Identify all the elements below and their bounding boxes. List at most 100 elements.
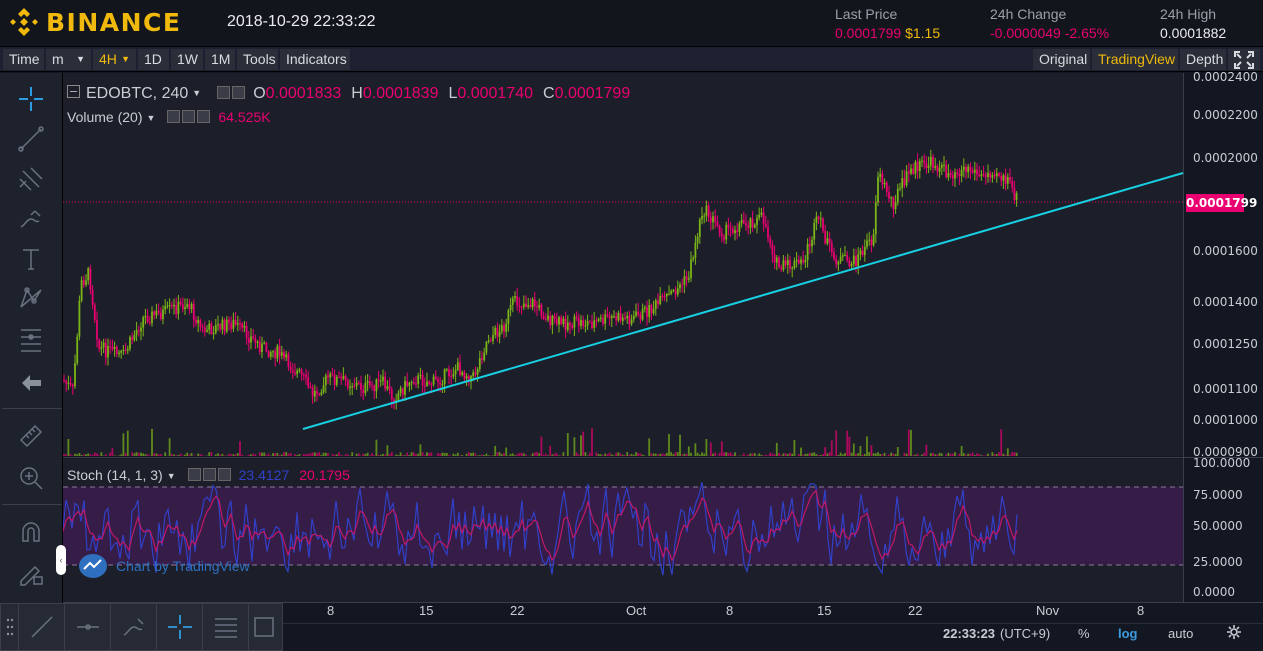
volume-bar [817,454,820,456]
volume-bar [142,453,145,456]
stoch-label[interactable]: Stoch (14, 1, 3) [67,467,163,483]
stat-label: 24h Change [990,6,1067,22]
gear-icon[interactable] [182,110,196,123]
volume-bar [511,453,514,456]
volume-bar [826,453,829,456]
volume-bar [725,452,728,456]
volume-bar [287,453,290,456]
candle-body [1002,175,1005,181]
candle-body [320,392,323,395]
volume-bar [276,452,279,456]
volume-bar [850,452,853,456]
volume-bar [283,452,285,456]
pattern-icon [20,287,42,308]
volume-label[interactable]: Volume (20) [67,109,143,125]
volume-bar [210,452,213,456]
candle-body [397,392,400,401]
candle-body [263,342,266,344]
interval-1d-button[interactable]: 1D [138,49,169,70]
stoch-dropdown-icon[interactable]: ▼ [166,471,176,481]
volume-bar [307,453,310,456]
magnet-tool[interactable] [0,513,62,553]
horizontal-line-quick-tool[interactable] [66,604,111,650]
close-icon[interactable] [217,468,231,481]
volume-bar [635,452,637,456]
candle-body [540,304,543,316]
time-button[interactable]: Time [3,49,44,70]
candle-body [177,301,180,314]
candle-body [234,319,237,325]
panel-collapse-handle[interactable]: ‹ [56,545,66,575]
candle-body [331,373,334,375]
volume-bar [412,452,415,456]
symbol-label[interactable]: EDOBTC, 240 [86,85,189,102]
original-view-button[interactable]: Original [1033,49,1090,70]
volume-bar [135,452,138,456]
fib-quick-tool[interactable] [204,604,249,650]
volume-bar [945,454,948,456]
candle-body [192,303,195,320]
date-axis-label: 8 [327,603,335,618]
brush-tool[interactable] [0,199,62,239]
chart-canvas[interactable] [63,73,1263,603]
rectangle-quick-tool[interactable] [241,604,286,650]
chart-settings-button[interactable] [1226,624,1242,643]
minute-dropdown[interactable]: m ▼ [46,49,91,70]
gear-icon[interactable] [232,86,246,99]
close-icon[interactable] [197,110,211,123]
candle-body [520,306,523,308]
text-tool[interactable] [0,239,62,279]
lock-drawings-tool[interactable] [0,553,62,593]
pitchfork-tool[interactable] [0,159,62,199]
stoch-legend: Stoch (14, 1, 3) ▼ 23.4127 20.1795 [67,467,350,483]
volume-bar [714,452,717,456]
price-chart[interactable]: EDOBTC, 240 ▼ O0.0001833 H0.0001839 L0.00017… [63,70,1263,603]
percent-scale-toggle[interactable]: % [1078,626,1090,641]
tools-button[interactable]: Tools [237,49,278,70]
zoom-tool[interactable] [0,458,62,498]
pattern-tool[interactable] [0,279,62,319]
drag-handle[interactable] [1,604,19,650]
back-tool[interactable] [0,363,62,403]
eye-icon[interactable] [217,86,231,99]
symbol-dropdown-icon[interactable]: ▼ [192,88,202,98]
volume-bar [443,452,446,456]
volume-bar [973,455,976,456]
collapse-legend-icon[interactable] [67,85,80,98]
brush-quick-tool[interactable] [112,604,157,650]
crosshair-tool[interactable] [0,79,62,119]
log-scale-toggle[interactable]: log [1118,626,1138,641]
volume-dropdown-icon[interactable]: ▼ [146,113,156,123]
tradingview-view-button[interactable]: TradingView [1092,49,1178,70]
trend-line-tool[interactable] [0,119,62,159]
interval-1w-button[interactable]: 1W [171,49,203,70]
prediction-tool[interactable] [0,319,62,359]
interval-dropdown[interactable]: 4H ▼ [93,49,136,70]
fullscreen-button[interactable] [1228,49,1260,70]
candle-body [716,221,719,226]
candle-body [296,370,299,375]
binance-logo[interactable]: BINANCE [8,6,181,38]
measure-tool[interactable] [0,416,62,456]
candle-body [355,382,358,387]
volume-bar [965,454,967,456]
eye-icon[interactable] [187,468,201,481]
indicators-button[interactable]: Indicators [280,49,350,70]
tradingview-watermark[interactable]: Chart by TradingView [78,553,250,579]
trend-line-quick-tool[interactable] [20,604,65,650]
high-value: 0.0001839 [362,85,439,102]
timezone-label[interactable]: (UTC+9) [1000,626,1051,641]
volume-bar [1002,453,1005,456]
auto-scale-toggle[interactable]: auto [1168,626,1194,641]
volume-bar [960,445,963,456]
interval-1m-button[interactable]: 1M [205,49,235,70]
candle-body [962,166,965,170]
volume-bar [355,453,358,456]
candle-body [456,362,459,370]
gear-icon[interactable] [202,468,216,481]
candle-body [120,350,123,353]
crosshair-quick-tool[interactable] [158,604,203,650]
depth-view-button[interactable]: Depth [1180,49,1226,70]
candle-body [760,212,763,215]
eye-icon[interactable] [167,110,181,123]
